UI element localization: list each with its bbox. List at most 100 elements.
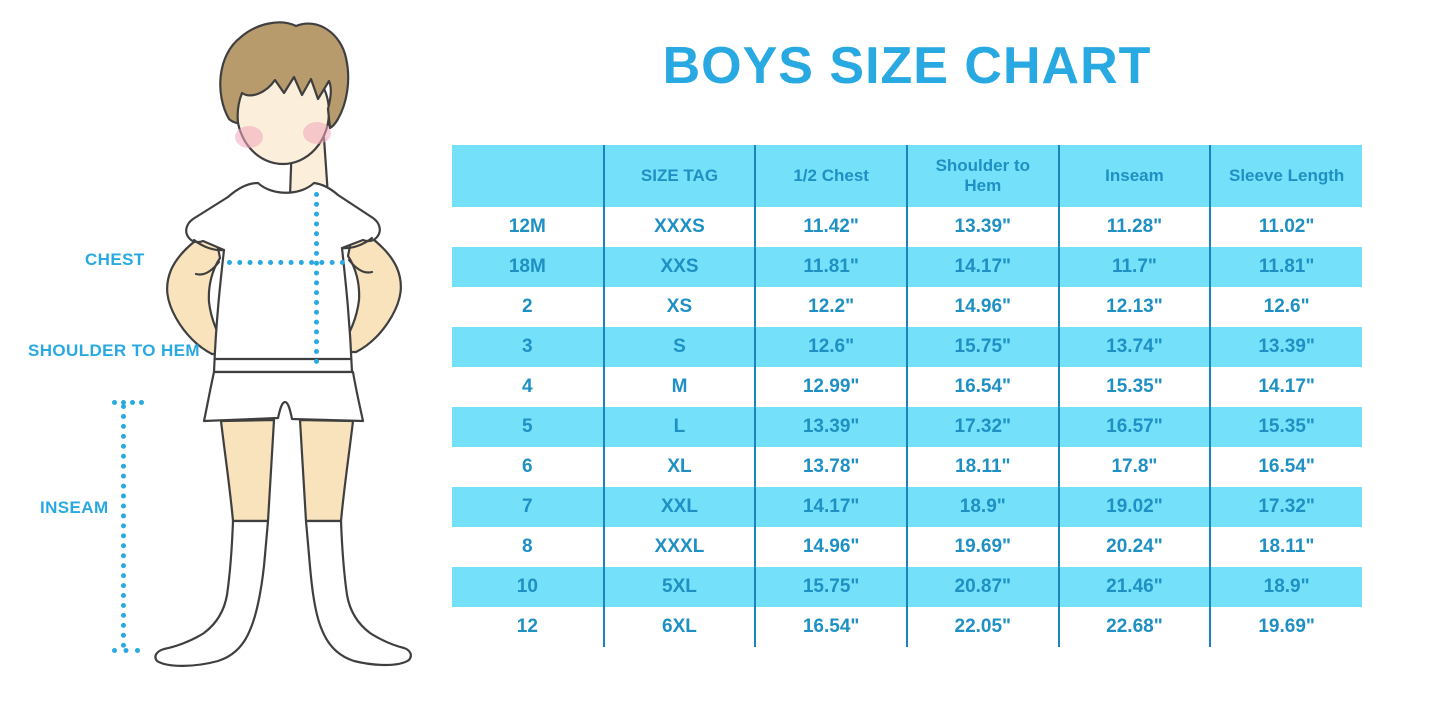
table-cell: 10 [516,576,538,597]
table-cell: 14.96" [754,527,907,567]
inseam-measure-cap-top [112,400,144,405]
table-cell: S [602,327,756,367]
table-cell: 19.02" [1057,487,1211,527]
table-cell: 14.96" [905,287,1059,327]
table-row: 7 XXL 14.17" 18.9" 19.02" 17.32" [452,487,1362,527]
right-leg [298,418,355,523]
table-cell: 13.39" [1209,327,1362,367]
table-cell: 15.75" [905,327,1059,367]
column-header [452,145,604,207]
page-title: BOYS SIZE CHART [662,37,1152,95]
table-cell: 21.46" [1057,567,1211,607]
table-cell: 22.05" [905,607,1059,647]
inseam-label: INSEAM [40,498,109,517]
table-cell: 16.54" [754,607,907,647]
column-header: 1/2 Chest [754,145,907,207]
table-row: 10 5XL 15.75" 20.87" 21.46" 18.9" [452,567,1362,607]
inseam-measure-cap-bottom [112,648,140,653]
table-row: 12 6XL 16.54" 22.05" 22.68" 19.69" [452,607,1362,647]
table-cell: 16.54" [905,367,1059,407]
cheek-left [235,126,263,148]
left-leg [219,418,276,523]
table-cell: 6XL [602,607,756,647]
table-cell: 16.57" [1057,407,1211,447]
inseam-measure-line [121,404,126,648]
boy-illustration [154,21,412,667]
table-cell: 18.9" [1209,567,1362,607]
table-cell: M [602,367,756,407]
cheek-right [303,122,331,144]
left-elbow-crease [194,260,221,276]
chest-measure-line [227,260,345,265]
table-cell: 13.78" [754,447,907,487]
shorts [202,370,365,423]
table-row: 2 XS 12.2" 14.96" 12.13" 12.6" [452,287,1362,327]
hair [219,21,350,130]
table-cell: 14.17" [1209,367,1362,407]
table-row: 12M XXXS 11.42" 13.39" 11.28" 11.02" [452,207,1362,247]
table-cell: 22.68" [1057,607,1211,647]
table-cell: 13.39" [905,207,1059,247]
table-cell: 16.54" [1209,447,1362,487]
right-arm [336,224,402,354]
table-cell: 3 [522,336,533,357]
table-cell: 14.17" [754,487,907,527]
table-cell: 7 [522,496,533,517]
measurement-figure: CHEST SHOULDER TO HEM INSEAM [0,0,450,723]
table-cell: 11.42" [754,207,907,247]
table-cell: 18M [508,256,546,277]
t-shirt [185,181,381,374]
column-header: SIZE TAG [602,145,756,207]
chest-label: CHEST [85,250,145,269]
table-cell: 20.24" [1057,527,1211,567]
table-cell: 5XL [602,567,756,607]
table-cell: 14.17" [905,247,1059,287]
table-cell: XXL [602,487,756,527]
table-cell: 11.81" [1209,247,1362,287]
right-sock [304,519,412,667]
table-cell: 11.7" [1057,247,1211,287]
table-cell: 12M [508,216,546,237]
table-cell: XXXL [602,527,756,567]
table-cell: 12 [516,616,538,637]
table-cell: 19.69" [1209,607,1362,647]
table-cell: 12.13" [1057,287,1211,327]
right-elbow-crease [347,258,374,274]
table-cell: 19.69" [905,527,1059,567]
table-row: 8 XXXL 14.96" 19.69" 20.24" 18.11" [452,527,1362,567]
table-cell: 18.11" [905,447,1059,487]
table-cell: 12.2" [754,287,907,327]
table-cell: 17.8" [1057,447,1211,487]
table-cell: 20.87" [905,567,1059,607]
table-cell: 5 [522,416,533,437]
column-header: Shoulder to Hem [905,145,1059,207]
table-cell: 13.39" [754,407,907,447]
table-cell: 8 [522,536,533,557]
shoulder-to-hem-measure-line [314,192,319,364]
right-sleeve-seam [340,236,374,250]
table-cell: 4 [522,376,533,397]
column-header: Inseam [1057,145,1211,207]
shoulder-to-hem-label: SHOULDER TO HEM [28,341,200,360]
left-arm [166,226,232,356]
table-cell: XXXS [602,207,756,247]
column-header: Sleeve Length [1209,145,1362,207]
table-cell: 2 [522,296,533,317]
table-cell: 12.6" [1209,287,1362,327]
table-cell: 12.6" [754,327,907,367]
table-row: 18M XXS 11.81" 14.17" 11.7" 11.81" [452,247,1362,287]
table-cell: XS [602,287,756,327]
table-cell: 17.32" [905,407,1059,447]
table-row: 4 M 12.99" 16.54" 15.35" 14.17" [452,367,1362,407]
table-cell: 11.02" [1209,207,1362,247]
table-row: 6 XL 13.78" 18.11" 17.8" 16.54" [452,447,1362,487]
table-cell: 18.9" [905,487,1059,527]
table-cell: 18.11" [1209,527,1362,567]
table-cell: 6 [522,456,533,477]
table-cell: 11.81" [754,247,907,287]
table-cell: 12.99" [754,367,907,407]
table-cell: L [602,407,756,447]
table-cell: 15.35" [1057,367,1211,407]
table-body: 12M XXXS 11.42" 13.39" 11.28" 11.02" 18M XXS 11.… [452,207,1362,647]
